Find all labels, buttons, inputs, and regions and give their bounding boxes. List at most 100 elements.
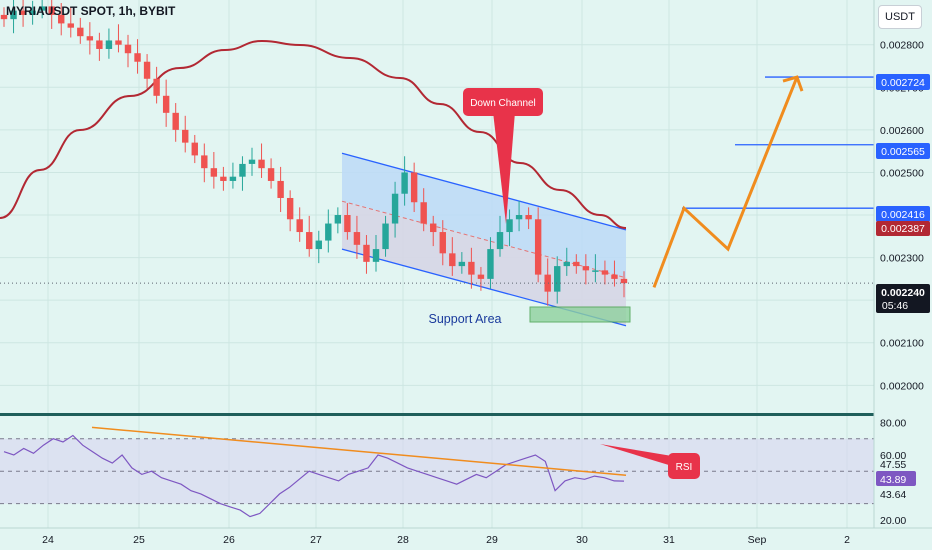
candle-body[interactable] — [38, 6, 46, 11]
rsi-axis-ticks: 20.00 60.00 80.00 — [880, 417, 906, 526]
candle-body[interactable] — [115, 40, 122, 45]
rsi-pane — [0, 426, 874, 518]
currency-button[interactable]: USDT — [878, 5, 922, 29]
badge-target-top: 0.002724 — [876, 74, 930, 90]
svg-text:43.89: 43.89 — [880, 474, 906, 486]
price-tick-label: 0.002800 — [880, 40, 924, 52]
candle-body[interactable] — [296, 219, 303, 233]
candle-body[interactable] — [439, 232, 446, 254]
candle-body[interactable] — [162, 95, 170, 113]
candle-body[interactable] — [563, 261, 570, 267]
candle-body[interactable] — [258, 159, 265, 169]
candle-body[interactable] — [210, 168, 218, 177]
candle-body[interactable] — [220, 176, 227, 181]
candle-body[interactable] — [0, 14, 8, 20]
candle-body[interactable] — [410, 172, 418, 203]
candle-body[interactable] — [48, 6, 55, 15]
svg-text:43.64: 43.64 — [880, 489, 906, 501]
candle-body[interactable] — [487, 249, 494, 279]
rsi-tick-label: 20.00 — [880, 515, 906, 527]
candle-body[interactable] — [325, 223, 332, 241]
candle-body[interactable] — [229, 176, 237, 181]
target-levels — [0, 76, 874, 284]
candle-body[interactable] — [334, 215, 342, 224]
candle-body[interactable] — [105, 40, 113, 49]
svg-text:47.55: 47.55 — [880, 459, 906, 471]
candle-body[interactable] — [372, 249, 380, 262]
candle-body[interactable] — [344, 215, 351, 233]
candle-body[interactable] — [143, 61, 151, 79]
candle-body[interactable] — [67, 23, 74, 28]
candle-body[interactable] — [611, 274, 618, 279]
badge-current-price: 0.002240 05:46 — [876, 284, 930, 313]
candle-body[interactable] — [391, 193, 399, 224]
time-axis[interactable] — [0, 528, 932, 550]
candle-body[interactable] — [124, 44, 132, 54]
candle-body[interactable] — [10, 10, 17, 20]
candle-body[interactable] — [420, 202, 427, 224]
candle-body[interactable] — [430, 223, 437, 233]
candle-body[interactable] — [363, 244, 370, 262]
candle-body[interactable] — [267, 168, 275, 181]
candle-body[interactable] — [191, 142, 198, 156]
candle-body[interactable] — [29, 10, 36, 15]
candle-body[interactable] — [601, 270, 609, 275]
candle-body[interactable] — [353, 232, 361, 245]
candle-body[interactable] — [172, 112, 179, 130]
rsi-tick-label: 60.00 — [880, 450, 906, 462]
candle-body[interactable] — [506, 219, 513, 233]
candle-body[interactable] — [58, 14, 65, 24]
candle-body[interactable] — [77, 27, 84, 37]
candle-body[interactable] — [201, 155, 208, 169]
candle-body[interactable] — [286, 197, 294, 220]
candle-body[interactable] — [620, 278, 628, 284]
time-tick-label: Sep — [748, 534, 767, 546]
svg-text:0.002724: 0.002724 — [881, 77, 925, 89]
candle-body[interactable] — [449, 253, 456, 267]
candle-body[interactable] — [306, 232, 313, 250]
projection-path — [652, 76, 799, 288]
candle-body[interactable] — [401, 172, 408, 194]
candle-body[interactable] — [544, 274, 551, 292]
time-tick-label: 26 — [223, 534, 235, 546]
svg-text:0.002240: 0.002240 — [881, 287, 925, 299]
badge-target-mid: 0.002565 — [876, 143, 930, 159]
candle-body[interactable] — [477, 274, 485, 279]
down-channel-callout: Down Channel — [463, 88, 543, 224]
rsi-callout: RSI — [600, 444, 700, 479]
candle-body[interactable] — [239, 163, 246, 177]
svg-text:0.002387: 0.002387 — [881, 223, 925, 235]
candle-body[interactable] — [182, 129, 189, 143]
candle-body[interactable] — [592, 270, 599, 272]
candle-body[interactable] — [582, 266, 590, 271]
candle-body[interactable] — [458, 261, 466, 267]
candle-body[interactable] — [573, 261, 580, 267]
candle-body[interactable] — [315, 240, 322, 250]
candle-body[interactable] — [382, 223, 389, 250]
candle-body[interactable] — [525, 215, 532, 220]
candle-body[interactable] — [534, 219, 542, 275]
pane-separator — [0, 413, 874, 416]
price-tick-label: 0.002600 — [880, 125, 924, 137]
price-tick-label: 0.002300 — [880, 253, 924, 265]
channel-upper-line — [341, 152, 627, 231]
candle-body[interactable] — [134, 53, 141, 62]
rsi-label: RSI — [676, 462, 693, 473]
candle-body[interactable] — [496, 232, 504, 250]
svg-text:0.002416: 0.002416 — [881, 209, 925, 221]
candle-body[interactable] — [153, 78, 160, 96]
time-tick-label: 29 — [486, 534, 498, 546]
moving-average-line — [0, 39, 627, 229]
candle-body[interactable] — [19, 10, 27, 15]
candle-body[interactable] — [468, 261, 475, 275]
candle-body[interactable] — [277, 180, 284, 198]
candles-group[interactable] — [0, 0, 628, 306]
candle-body[interactable] — [96, 40, 103, 49]
candle-body[interactable] — [248, 159, 256, 164]
countdown-label: 05:46 — [882, 300, 908, 312]
down-channel-label: Down Channel — [470, 98, 536, 109]
candle-body[interactable] — [86, 36, 94, 41]
candle-body[interactable] — [515, 215, 523, 220]
candle-body[interactable] — [554, 266, 561, 292]
